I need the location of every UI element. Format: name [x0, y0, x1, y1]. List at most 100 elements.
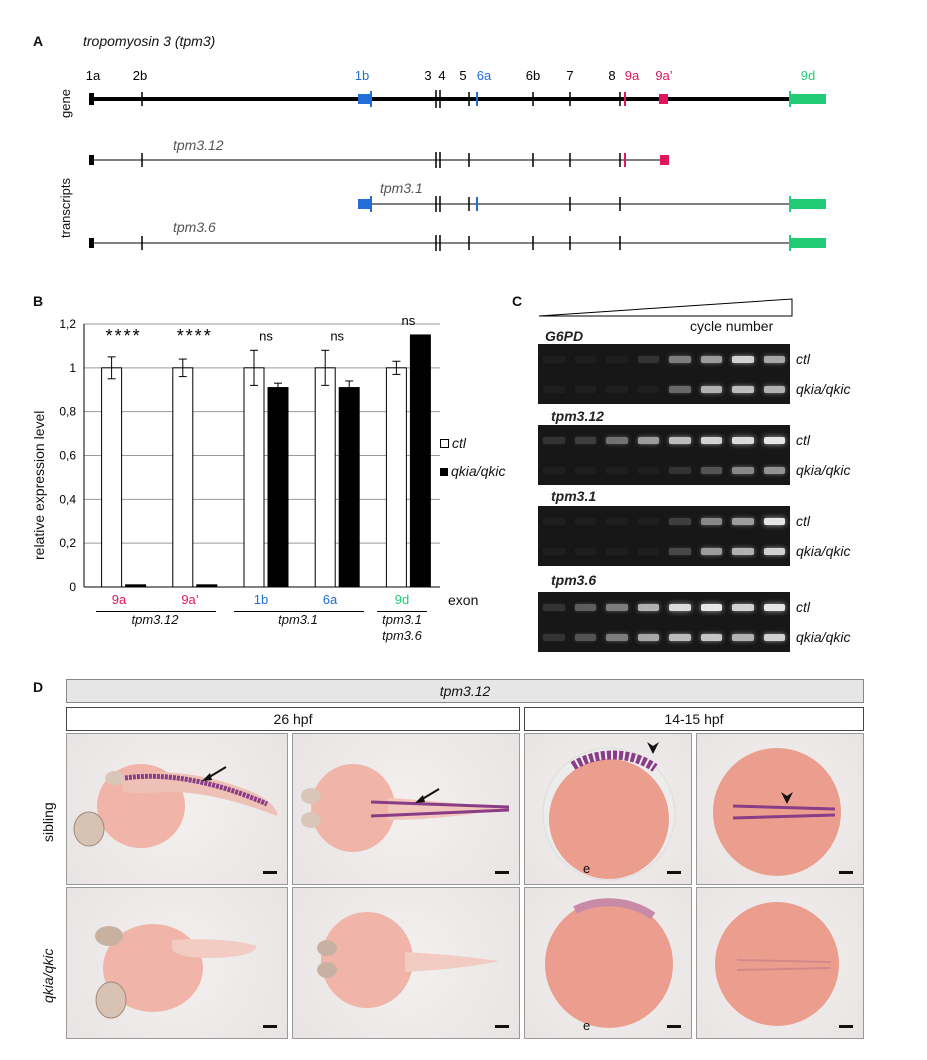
gel-band [700, 437, 722, 444]
embryo-illustration-dorsal [301, 764, 511, 852]
gel-band [700, 518, 722, 525]
panel-b-letter: B [33, 293, 44, 309]
exon-label-1b: 1b [354, 68, 370, 83]
exon-label-8: 8 [608, 68, 616, 83]
bar-ctl [172, 367, 194, 588]
arrowhead-icon [647, 742, 659, 754]
significance-label: ns [259, 328, 273, 343]
panel-d-header: tpm3.12 [66, 679, 864, 703]
gel-band [606, 356, 628, 363]
significance-label: **** [106, 326, 142, 346]
gel-band [543, 467, 565, 474]
gel-band [763, 467, 785, 474]
scale-bar [263, 1025, 277, 1028]
gel-band [606, 604, 628, 611]
gel-band [700, 548, 722, 555]
group-underline-tpm3-12 [96, 611, 216, 612]
gel-band [574, 518, 596, 525]
y-tick-label: 0,6 [59, 449, 76, 463]
gel-band [669, 386, 691, 393]
gel-band [763, 634, 785, 641]
panel-a-title: tropomyosin 3 (tpm3) [83, 33, 216, 49]
group-label-tpm3-1: tpm3.1 [278, 612, 318, 627]
gel-band [637, 634, 659, 641]
gel-band [574, 548, 596, 555]
group-label-tpm3-6: tpm3.6 [382, 628, 422, 643]
transcript-label-tpm3-6: tpm3.6 [173, 219, 216, 235]
significance-label: ns [402, 313, 416, 328]
x-axis-label: exon [448, 592, 479, 608]
gel-band [700, 356, 722, 363]
group-underline-tpm3-1 [234, 611, 364, 612]
gel-row-label: qkia/qkic [796, 462, 851, 478]
exon-label-6a: 6a [476, 68, 492, 83]
gel-band [606, 548, 628, 555]
exon-label-9a-prime: 9a’ [181, 592, 199, 607]
arrow-icon [415, 788, 440, 803]
gel-row-label: ctl [796, 351, 810, 367]
bar-qkia-qkic [267, 387, 289, 588]
gel-band [637, 604, 659, 611]
gel-band [763, 548, 785, 555]
embryo-illustration-mutant [95, 924, 257, 1019]
gel-band [732, 604, 754, 611]
gel-band [574, 356, 596, 363]
bar-qkia-qkic [196, 584, 218, 588]
gel-row-label: qkia/qkic [796, 543, 851, 559]
y-tick-label: 1,2 [59, 317, 76, 331]
gel-band [543, 518, 565, 525]
gene-track [89, 90, 826, 108]
bar-ctl [314, 367, 336, 588]
legend-qkia-swatch [440, 468, 448, 476]
scale-bar [495, 871, 509, 874]
gel-band [574, 467, 596, 474]
gel-band [669, 634, 691, 641]
gel-strip [538, 374, 790, 404]
exon-1b-box [358, 94, 371, 104]
gel-band [700, 386, 722, 393]
y-tick-label: 0,4 [59, 492, 76, 506]
scale-bar [839, 1025, 853, 1028]
gel-band [732, 467, 754, 474]
bar-qkia-qkic [125, 584, 147, 588]
exon-label-7: 7 [566, 68, 574, 83]
transcript-label-tpm3-1: tpm3.1 [380, 180, 423, 196]
gel-band [543, 604, 565, 611]
gel-band [732, 548, 754, 555]
panel-a-letter: A [33, 33, 44, 49]
gel-band [669, 437, 691, 444]
embryo-illustration [73, 764, 278, 848]
exon-9d-box [790, 94, 826, 104]
embryo-illustration-mutant-14hpf-dorsal [715, 902, 839, 1026]
gel-band [700, 604, 722, 611]
embryo-illustration-mutant-dorsal [317, 912, 499, 1008]
e-label: e [583, 861, 591, 876]
gel-band [763, 386, 785, 393]
embryo-illustration-14hpf [542, 747, 676, 881]
gel-band [763, 437, 785, 444]
gel-band [606, 437, 628, 444]
exon-label-3: 3 [424, 68, 432, 83]
gel-band [574, 386, 596, 393]
gel-band [574, 604, 596, 611]
exon-label-6b: 6b [525, 68, 541, 83]
exon-label-1b: 1b [253, 592, 269, 607]
gel-strip [538, 506, 790, 536]
gel-band [763, 518, 785, 525]
transcript-tpm3-1 [358, 196, 826, 212]
exon-label-5: 5 [459, 68, 467, 83]
gel-row-label: ctl [796, 599, 810, 615]
gel-band [700, 634, 722, 641]
scale-bar [839, 871, 853, 874]
gel-band [574, 437, 596, 444]
gel-band [606, 634, 628, 641]
significance-label: **** [177, 326, 213, 346]
legend-ctl: ctl [440, 435, 466, 451]
gel-band [732, 518, 754, 525]
embryo-image-sibling-14hpf-lateral: e [524, 733, 692, 885]
gel-gene-label: tpm3.6 [551, 572, 597, 588]
exon-label-9d: 9d [800, 68, 816, 83]
gel-row-label: qkia/qkic [796, 629, 851, 645]
embryo-image-sibling-26hpf-dorsal [292, 733, 520, 885]
gel-band [732, 437, 754, 444]
